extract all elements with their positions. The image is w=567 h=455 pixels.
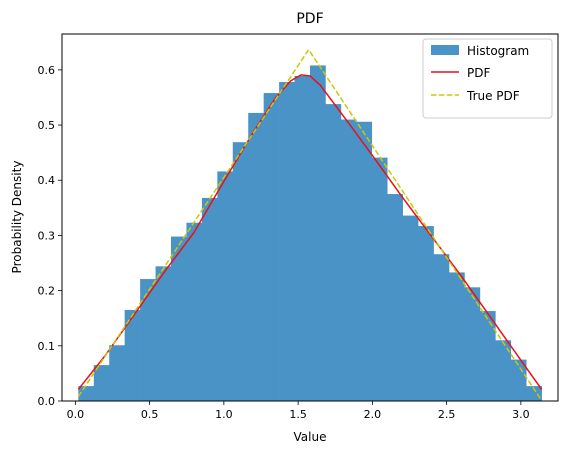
y-axis-label: Probability Density — [10, 161, 24, 274]
x-tick-label: 1.5 — [289, 408, 307, 421]
histogram-bar — [294, 75, 311, 401]
legend-label-pdf: PDF — [467, 66, 490, 80]
y-tick-label: 0.6 — [38, 64, 56, 77]
y-tick-label: 0.2 — [38, 285, 56, 298]
legend-box — [422, 38, 553, 119]
histogram-bar — [340, 119, 357, 401]
y-tick-label: 0.0 — [38, 395, 56, 408]
x-tick-label: 2.5 — [438, 408, 456, 421]
y-tick-label: 0.4 — [38, 174, 56, 187]
x-axis-label: Value — [294, 430, 327, 444]
histogram-bar — [263, 93, 280, 402]
pdf-line — [77, 74, 543, 390]
y-tick-label: 0.3 — [38, 229, 56, 242]
true-pdf-line — [77, 48, 543, 401]
x-tick-label: 0.0 — [67, 408, 85, 421]
histogram-bar — [479, 311, 496, 401]
histogram-bar — [418, 226, 434, 401]
histogram-bar — [495, 340, 512, 401]
x-tick-label: 2.0 — [364, 408, 382, 421]
histogram-bar — [171, 236, 187, 401]
legend-label-histogram: Histogram — [467, 44, 529, 58]
histogram-bar — [232, 142, 249, 401]
plot-area — [61, 33, 559, 402]
histogram-bar — [448, 272, 465, 401]
plot-frame — [61, 33, 559, 402]
histogram-bar — [140, 279, 156, 401]
histogram-bar — [310, 65, 326, 401]
histogram-bar — [201, 197, 218, 401]
histogram-bar — [325, 104, 342, 402]
x-axis-ticks: 0.0 0.5 1.0 1.5 2.0 2.5 3.0 — [67, 401, 530, 421]
histogram-bar — [371, 157, 388, 401]
series-lines — [77, 48, 543, 401]
histogram-bar — [155, 266, 172, 401]
y-tick-label: 0.1 — [38, 340, 56, 353]
histogram-bar — [402, 215, 419, 401]
y-tick-label: 0.5 — [38, 119, 56, 132]
histogram-bar — [433, 254, 450, 401]
x-tick-label: 0.5 — [141, 408, 159, 421]
histogram-bar — [248, 112, 264, 402]
histogram-bar — [109, 345, 125, 401]
histogram-bar — [93, 365, 110, 401]
x-tick-label: 1.0 — [215, 408, 233, 421]
histogram-bar — [526, 386, 542, 401]
histogram-bar — [464, 287, 481, 401]
x-tick-label: 3.0 — [512, 408, 530, 421]
legend: Histogram PDF True PDF — [422, 38, 553, 119]
histogram-bar — [78, 386, 95, 401]
histogram-bar — [124, 309, 141, 401]
histogram-bar — [356, 121, 373, 401]
histogram-bar — [510, 359, 527, 401]
histogram-bar — [279, 82, 295, 401]
histogram-bars — [78, 65, 542, 402]
chart-title: PDF — [296, 11, 323, 27]
histogram-bar — [217, 171, 234, 401]
legend-swatch-histogram — [431, 45, 459, 55]
histogram-bar — [387, 194, 403, 401]
legend-label-true-pdf: True PDF — [466, 89, 520, 103]
histogram-bar — [186, 222, 203, 401]
y-axis-ticks: 0.0 0.1 0.2 0.3 0.4 0.5 0.6 — [38, 64, 62, 408]
